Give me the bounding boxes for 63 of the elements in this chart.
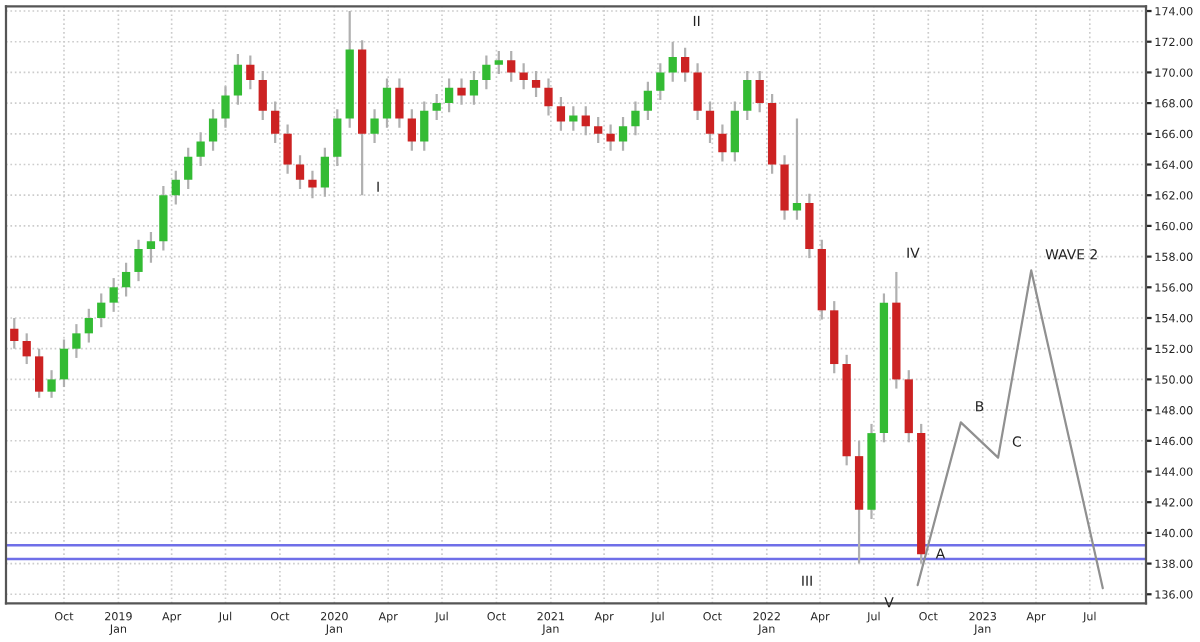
candlestick <box>544 77 553 117</box>
candlestick <box>47 369 56 399</box>
candlestick <box>320 146 330 198</box>
candlestick <box>556 95 566 132</box>
candlestick <box>693 62 702 122</box>
candlestick <box>792 117 802 221</box>
candlestick <box>134 238 143 283</box>
candlestick <box>59 338 69 389</box>
candlestick <box>407 108 416 152</box>
candlestick <box>208 108 218 152</box>
candlestick <box>531 69 541 99</box>
candlestick <box>84 307 93 344</box>
candlestick <box>146 230 156 264</box>
candlestick <box>606 123 615 152</box>
candlestick <box>370 108 379 145</box>
candlestick <box>121 261 131 298</box>
candlestick <box>97 292 106 329</box>
candlestick <box>581 105 590 137</box>
candlestick <box>72 323 81 360</box>
candlestick <box>705 100 715 145</box>
candlestick <box>22 332 31 366</box>
candlestick <box>420 100 429 152</box>
candlestick <box>432 92 441 122</box>
candlestick <box>308 169 317 200</box>
candlestick <box>171 169 180 206</box>
line-series <box>916 269 1104 590</box>
candlestick <box>805 192 814 260</box>
candlestick <box>755 69 764 114</box>
candlestick <box>730 100 739 163</box>
candlestick <box>221 85 230 129</box>
candlestick <box>743 69 752 122</box>
candlestick <box>246 54 255 91</box>
candlestick <box>395 77 404 129</box>
candlestick <box>681 46 690 83</box>
candlestick <box>258 69 267 122</box>
candlestick <box>283 123 292 175</box>
candlestick <box>718 123 727 163</box>
candlestick <box>507 49 516 83</box>
candlestick <box>382 77 392 129</box>
candlestick <box>519 62 528 91</box>
candlestick <box>444 77 454 114</box>
candlestick <box>780 154 789 221</box>
candlestick <box>656 62 665 102</box>
candlestick <box>333 108 342 168</box>
candlestick <box>469 69 479 106</box>
candlestick <box>631 100 640 137</box>
candlestick <box>482 54 491 91</box>
candlestick <box>569 105 578 132</box>
candlestick <box>159 184 168 252</box>
candlestick <box>295 154 305 191</box>
candlestick <box>10 316 19 350</box>
candlestick <box>457 77 466 106</box>
candlestick <box>494 49 503 76</box>
candlestick <box>618 115 628 152</box>
candlestick <box>668 40 677 83</box>
candlestick <box>109 276 118 313</box>
candlestick <box>271 100 280 145</box>
candlestick <box>184 146 193 191</box>
candlestick <box>196 131 205 168</box>
candlestick <box>594 115 603 145</box>
candlestick <box>34 347 44 399</box>
candlestick <box>643 80 653 122</box>
candlestick <box>233 52 243 106</box>
